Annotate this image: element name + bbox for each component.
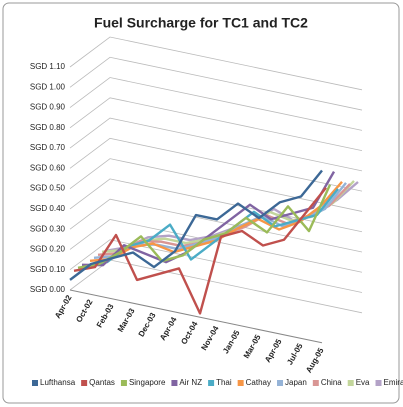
- series-line: [73, 187, 327, 315]
- y-tick-label: SGD 0.40: [30, 204, 66, 213]
- chart-border: [2, 2, 400, 404]
- legend-swatch: [171, 380, 178, 386]
- legend-label: Thai: [216, 378, 232, 387]
- legend-swatch: [32, 380, 38, 386]
- y-tick-label: SGD 0.10: [30, 265, 66, 274]
- y-tick-label: SGD 0.70: [30, 143, 66, 152]
- legend-label: Japan: [285, 378, 307, 387]
- y-tick-label: SGD 0.20: [30, 245, 66, 254]
- grid-line: [69, 56, 363, 111]
- legend-label: Emirates: [384, 378, 403, 387]
- series-line: [77, 184, 332, 269]
- legend-label: China: [321, 378, 342, 387]
- y-tick-label: SGD 0.30: [30, 224, 66, 233]
- grid-line: [69, 117, 363, 172]
- chart-title: Fuel Surcharge for TC1 and TC2: [94, 15, 308, 31]
- y-tick-label: SGD 1.10: [30, 62, 66, 71]
- y-tick-label: SGD 0.80: [30, 123, 66, 132]
- grid-line: [69, 36, 363, 91]
- grid-line: [69, 97, 363, 152]
- legend-label: Singapore: [129, 378, 166, 387]
- legend-label: Air NZ: [179, 378, 202, 387]
- y-tick-label: SGD 0.60: [30, 163, 66, 172]
- legend-swatch: [277, 380, 284, 386]
- legend-swatch: [375, 380, 382, 386]
- legend-swatch: [120, 380, 127, 386]
- y-tick-label: SGD 0.00: [30, 285, 66, 294]
- legend-swatch: [347, 380, 354, 386]
- series-line: [81, 171, 336, 267]
- y-tick-label: SGD 0.50: [30, 184, 66, 193]
- grid-line: [69, 137, 363, 192]
- grid-line: [69, 77, 363, 131]
- grid-line: [69, 158, 363, 212]
- y-tick-label: SGD 1.00: [30, 82, 66, 91]
- legend-label: Lufthansa: [40, 378, 76, 387]
- legend-label: Eva: [356, 378, 370, 387]
- x-axis: [69, 289, 323, 344]
- series-line: [69, 169, 323, 281]
- legend-label: Cathay: [246, 378, 271, 387]
- grid-line: [69, 219, 363, 273]
- grid-line: [69, 198, 363, 253]
- legend-label: Qantas: [89, 378, 115, 387]
- legend-swatch: [312, 380, 319, 386]
- grid-line: [69, 239, 363, 293]
- legend-swatch: [81, 380, 88, 386]
- legend-swatch: [208, 380, 215, 386]
- y-tick-label: SGD 0.90: [30, 103, 66, 112]
- legend-swatch: [237, 380, 244, 386]
